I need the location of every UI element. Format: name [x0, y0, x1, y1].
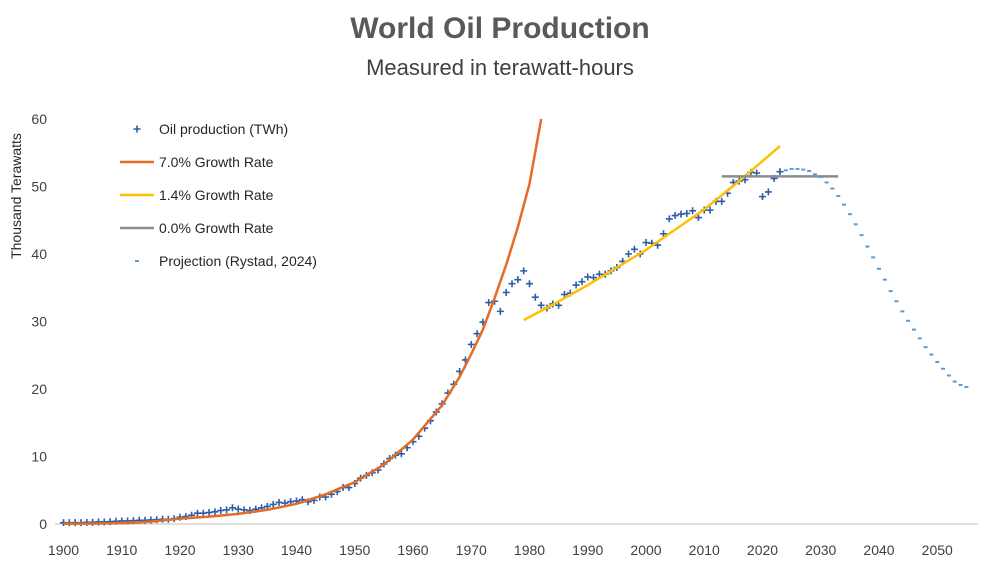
x-tick-label: 1940	[281, 542, 312, 558]
data-point	[526, 280, 533, 288]
x-tick-label: 1990	[572, 542, 603, 558]
plot-area	[60, 118, 969, 527]
x-tick-label: 1960	[397, 542, 428, 558]
chart-title: World Oil Production	[350, 12, 650, 45]
data-point	[694, 214, 702, 222]
data-point	[590, 274, 598, 282]
data-point	[397, 450, 405, 458]
series-4	[783, 167, 969, 388]
data-point	[502, 288, 510, 296]
data-point	[537, 301, 545, 309]
data-point	[485, 299, 493, 307]
y-axis-label: Thousand Terawatts	[8, 133, 24, 259]
legend: Oil production (TWh) 7.0% Growth Rate 1.4%…	[120, 121, 317, 269]
legend-label: Projection (Rystad, 2024)	[159, 253, 317, 269]
y-tick-label: 50	[31, 179, 47, 195]
y-tick-label: 20	[31, 381, 47, 397]
data-point	[659, 230, 667, 238]
legend-item: Projection (Rystad, 2024)	[135, 253, 317, 269]
legend-item: 0.0% Growth Rate	[120, 220, 274, 236]
data-point	[514, 276, 522, 284]
y-tick-label: 40	[31, 246, 47, 262]
legend-item: 7.0% Growth Rate	[120, 154, 274, 170]
data-point	[689, 207, 697, 215]
legend-item: Oil production (TWh)	[133, 121, 288, 137]
legend-label: 1.4% Growth Rate	[159, 187, 274, 203]
legend-swatch	[133, 125, 141, 133]
data-point	[706, 206, 714, 214]
series-1	[63, 118, 543, 525]
x-tick-label: 2020	[747, 542, 778, 558]
data-point	[776, 168, 784, 176]
data-point	[578, 278, 586, 286]
x-tick-label: 2000	[630, 542, 661, 558]
data-point	[211, 508, 219, 516]
data-point	[625, 250, 633, 258]
data-point	[520, 267, 528, 275]
x-tick-label: 2050	[922, 542, 953, 558]
x-tick-label: 1980	[514, 542, 545, 558]
y-tick-label: 0	[39, 516, 47, 532]
data-point	[269, 500, 277, 508]
data-point	[223, 506, 231, 514]
legend-label: 0.0% Growth Rate	[159, 220, 274, 236]
y-tick-labels: 0 10 20 30 40 50 60	[31, 111, 47, 532]
data-point	[508, 280, 516, 288]
legend-label: 7.0% Growth Rate	[159, 154, 274, 170]
x-tick-label: 1910	[106, 542, 137, 558]
data-point	[467, 340, 475, 348]
x-tick-label: 2040	[863, 542, 894, 558]
data-point	[228, 504, 236, 512]
data-point	[531, 293, 539, 301]
data-point	[759, 193, 766, 201]
data-point	[473, 330, 481, 338]
x-tick-label: 1950	[339, 542, 370, 558]
data-point	[671, 212, 679, 220]
series-2	[523, 145, 781, 322]
legend-label: Oil production (TWh)	[159, 121, 288, 137]
data-point	[555, 301, 563, 309]
series-line	[63, 118, 543, 525]
y-tick-label: 30	[31, 314, 47, 330]
data-point	[665, 215, 673, 223]
legend-item: 1.4% Growth Rate	[120, 187, 274, 203]
data-point	[764, 188, 772, 196]
x-tick-labels: 1900 1910 1920 1930 1940 1950 1960 1970 1980 1990…	[48, 542, 953, 558]
x-tick-label: 1900	[48, 542, 79, 558]
x-tick-label: 1970	[456, 542, 487, 558]
data-point	[630, 245, 638, 253]
x-tick-label: 1930	[223, 542, 254, 558]
data-point	[718, 197, 726, 205]
y-tick-label: 10	[31, 449, 47, 465]
series-line	[523, 145, 781, 322]
y-tick-label: 60	[31, 111, 47, 127]
x-tick-label: 2010	[689, 542, 720, 558]
chart-subtitle: Measured in terawatt-hours	[366, 55, 634, 80]
data-point	[572, 281, 580, 289]
data-point	[683, 210, 691, 217]
x-tick-label: 1920	[164, 542, 195, 558]
x-tick-label: 2030	[805, 542, 836, 558]
data-point	[496, 307, 504, 315]
